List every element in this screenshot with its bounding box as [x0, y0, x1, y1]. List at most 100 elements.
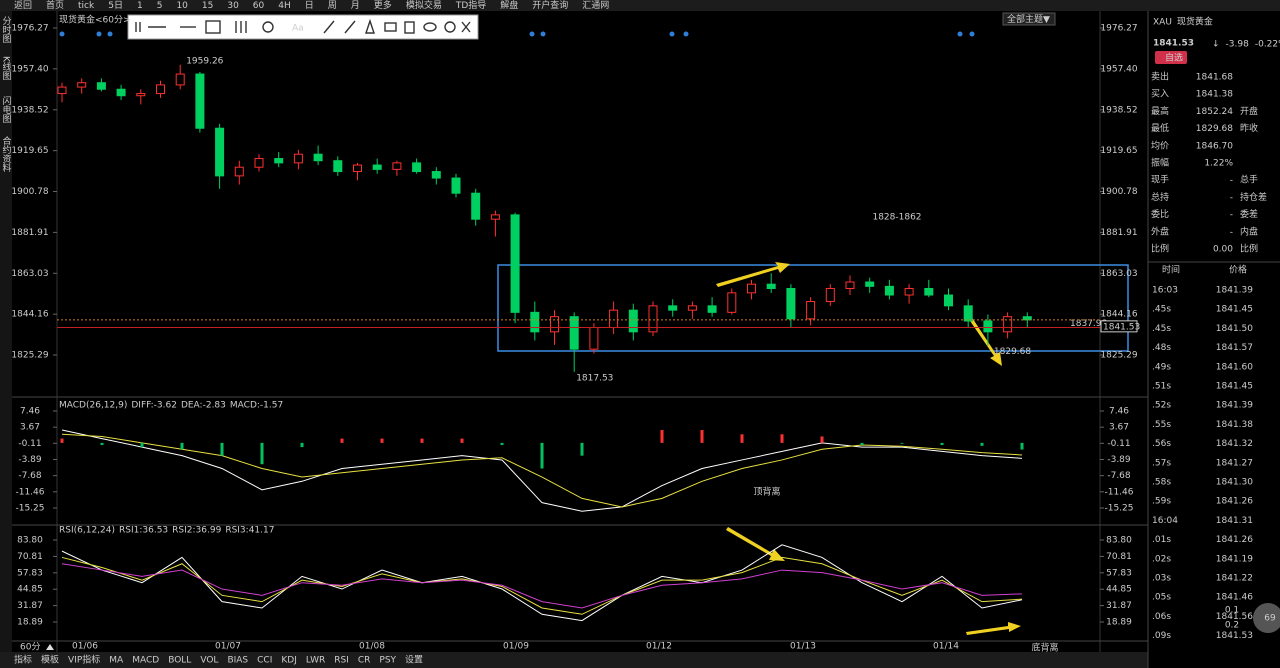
candle-body — [431, 171, 441, 179]
candle-body — [195, 73, 205, 129]
side-tab[interactable]: 合约资料 — [1, 135, 12, 173]
candle-body — [313, 153, 323, 162]
toolbar-item[interactable]: 60 — [253, 1, 265, 11]
quote-label: 昨收 — [1240, 122, 1258, 134]
bottom-tab[interactable]: 指标 — [14, 654, 32, 666]
tick-price: 1841.57 — [1216, 343, 1253, 353]
candle-body — [274, 158, 284, 164]
toolbar-item[interactable]: TD指导 — [455, 0, 486, 11]
y-tick-label: 1900.78 — [11, 187, 48, 197]
y-tick-label: 18.89 — [17, 617, 43, 627]
y-tick-label: 3.67 — [1109, 423, 1129, 433]
candle-body — [727, 292, 737, 313]
bottom-tab[interactable]: MA — [109, 656, 124, 666]
candle-body — [57, 86, 67, 95]
tick-time: 16:04 — [1152, 516, 1178, 526]
quote-label: 最低 — [1151, 122, 1169, 134]
y-tick-label: 1919.65 — [1100, 146, 1137, 156]
toolbar-item[interactable]: 汇通网 — [582, 0, 609, 11]
tick-price: 1841.38 — [1216, 420, 1253, 430]
legend-value: 41.17 — [249, 526, 275, 536]
toolbar-item[interactable]: 解盘 — [500, 0, 518, 11]
low-label: 1829.68 — [994, 347, 1031, 357]
toolbar-item[interactable]: 周 — [328, 0, 337, 11]
tick-price: 1841.50 — [1216, 324, 1253, 334]
y-tick-label: 1976.27 — [11, 23, 48, 33]
y-tick-label: -7.68 — [18, 471, 42, 481]
candle-body — [963, 305, 973, 322]
toolbar-item[interactable]: 返回 — [14, 0, 32, 11]
y-tick-label: 1881.91 — [1100, 228, 1137, 238]
last-price-label: 1841.53 — [1103, 322, 1140, 332]
tick-time: .45s — [1152, 305, 1171, 315]
side-tab[interactable]: 分时图 — [1, 16, 12, 44]
candle-body — [293, 153, 303, 164]
toolbar-item[interactable]: 月 — [351, 0, 360, 11]
bottom-tab[interactable]: BIAS — [227, 656, 248, 666]
range-annotation: 1828-1862 — [872, 213, 921, 223]
bottom-tab[interactable]: VIP指标 — [68, 654, 100, 666]
toolbar-item[interactable]: 日 — [305, 0, 314, 11]
bottom-tab[interactable]: CCI — [257, 656, 272, 666]
toolbar-item[interactable]: 模拟交易 — [406, 0, 442, 11]
theme-selector[interactable]: 全部主题▼ — [1007, 13, 1050, 25]
quote-value: 1852.24 — [1196, 107, 1233, 117]
candle-body — [254, 158, 264, 168]
network-rate: 0.1 — [1225, 606, 1239, 616]
watch-label[interactable]: 自选 — [1165, 52, 1183, 64]
candle-body — [156, 84, 165, 95]
y-tick-label: 3.67 — [20, 423, 40, 433]
quote-value: - — [1230, 210, 1233, 220]
toolbar-item[interactable]: 15 — [202, 1, 213, 11]
bottom-tab[interactable]: CR — [358, 656, 371, 666]
toolbar-item[interactable]: 4H — [278, 1, 291, 11]
bottom-tab[interactable]: VOL — [200, 656, 218, 666]
quote-label: 现手 — [1151, 174, 1169, 186]
tick-price: 1841.26 — [1216, 535, 1253, 545]
bottom-tab[interactable]: RSI — [334, 656, 349, 666]
bottom-tab[interactable]: MACD — [132, 656, 159, 666]
tick-time: .51s — [1152, 382, 1171, 392]
bottom-tab[interactable]: KDJ — [281, 656, 297, 666]
bottom-period-arrow — [46, 644, 54, 650]
toolbar-item[interactable]: tick — [78, 1, 95, 11]
tick-time: .09s — [1152, 631, 1171, 641]
bottom-tab[interactable]: PSY — [379, 656, 396, 666]
candle-body — [96, 82, 106, 90]
toolbar-item[interactable]: 30 — [227, 1, 239, 11]
toolbar-item[interactable]: 10 — [176, 1, 188, 11]
toolbar-item[interactable]: 更多 — [374, 0, 392, 11]
toolbar-item[interactable]: 5 — [157, 1, 163, 11]
y-tick-label: 1919.65 — [11, 146, 48, 156]
drawing-toolbar[interactable] — [127, 14, 479, 40]
side-tab[interactable]: K线图 — [1, 56, 12, 81]
tick-price: 1841.22 — [1216, 574, 1253, 584]
y-tick-label: 70.81 — [1106, 552, 1132, 562]
bottom-tab[interactable]: 设置 — [405, 655, 423, 666]
quote-label: 均价 — [1151, 139, 1169, 151]
tick-time: .01s — [1152, 535, 1171, 545]
y-tick-label: 1938.52 — [11, 105, 48, 115]
toolbar-item[interactable]: 首页 — [46, 0, 64, 11]
candle-body — [747, 283, 756, 294]
bottom-tab[interactable]: 模板 — [41, 654, 59, 666]
y-tick-label: 7.46 — [20, 406, 40, 416]
side-tab[interactable]: 闪电图 — [1, 96, 12, 124]
watch-button[interactable] — [1155, 51, 1187, 64]
bottom-tab[interactable]: BOLL — [168, 656, 191, 666]
tick-price: 1841.56 — [1216, 612, 1253, 622]
y-tick-label: -11.46 — [1104, 487, 1133, 497]
toolbar-item[interactable]: 1 — [137, 1, 143, 11]
tick-time: .59s — [1152, 497, 1171, 507]
bottom-tab[interactable]: LWR — [306, 656, 325, 666]
indicator-title: RSI(6,12,24) — [59, 526, 115, 536]
tick-price: 1841.19 — [1216, 554, 1253, 564]
toolbar-item[interactable]: 开户查询 — [532, 0, 568, 11]
candle-body — [372, 164, 382, 170]
candle-body — [77, 82, 87, 88]
date-label: 01/13 — [790, 642, 816, 652]
toolbar-item[interactable]: 5日 — [108, 0, 123, 11]
candle-body — [510, 214, 520, 313]
y-tick-label: 1957.40 — [11, 64, 48, 74]
y-tick-label: 1863.03 — [11, 269, 48, 279]
